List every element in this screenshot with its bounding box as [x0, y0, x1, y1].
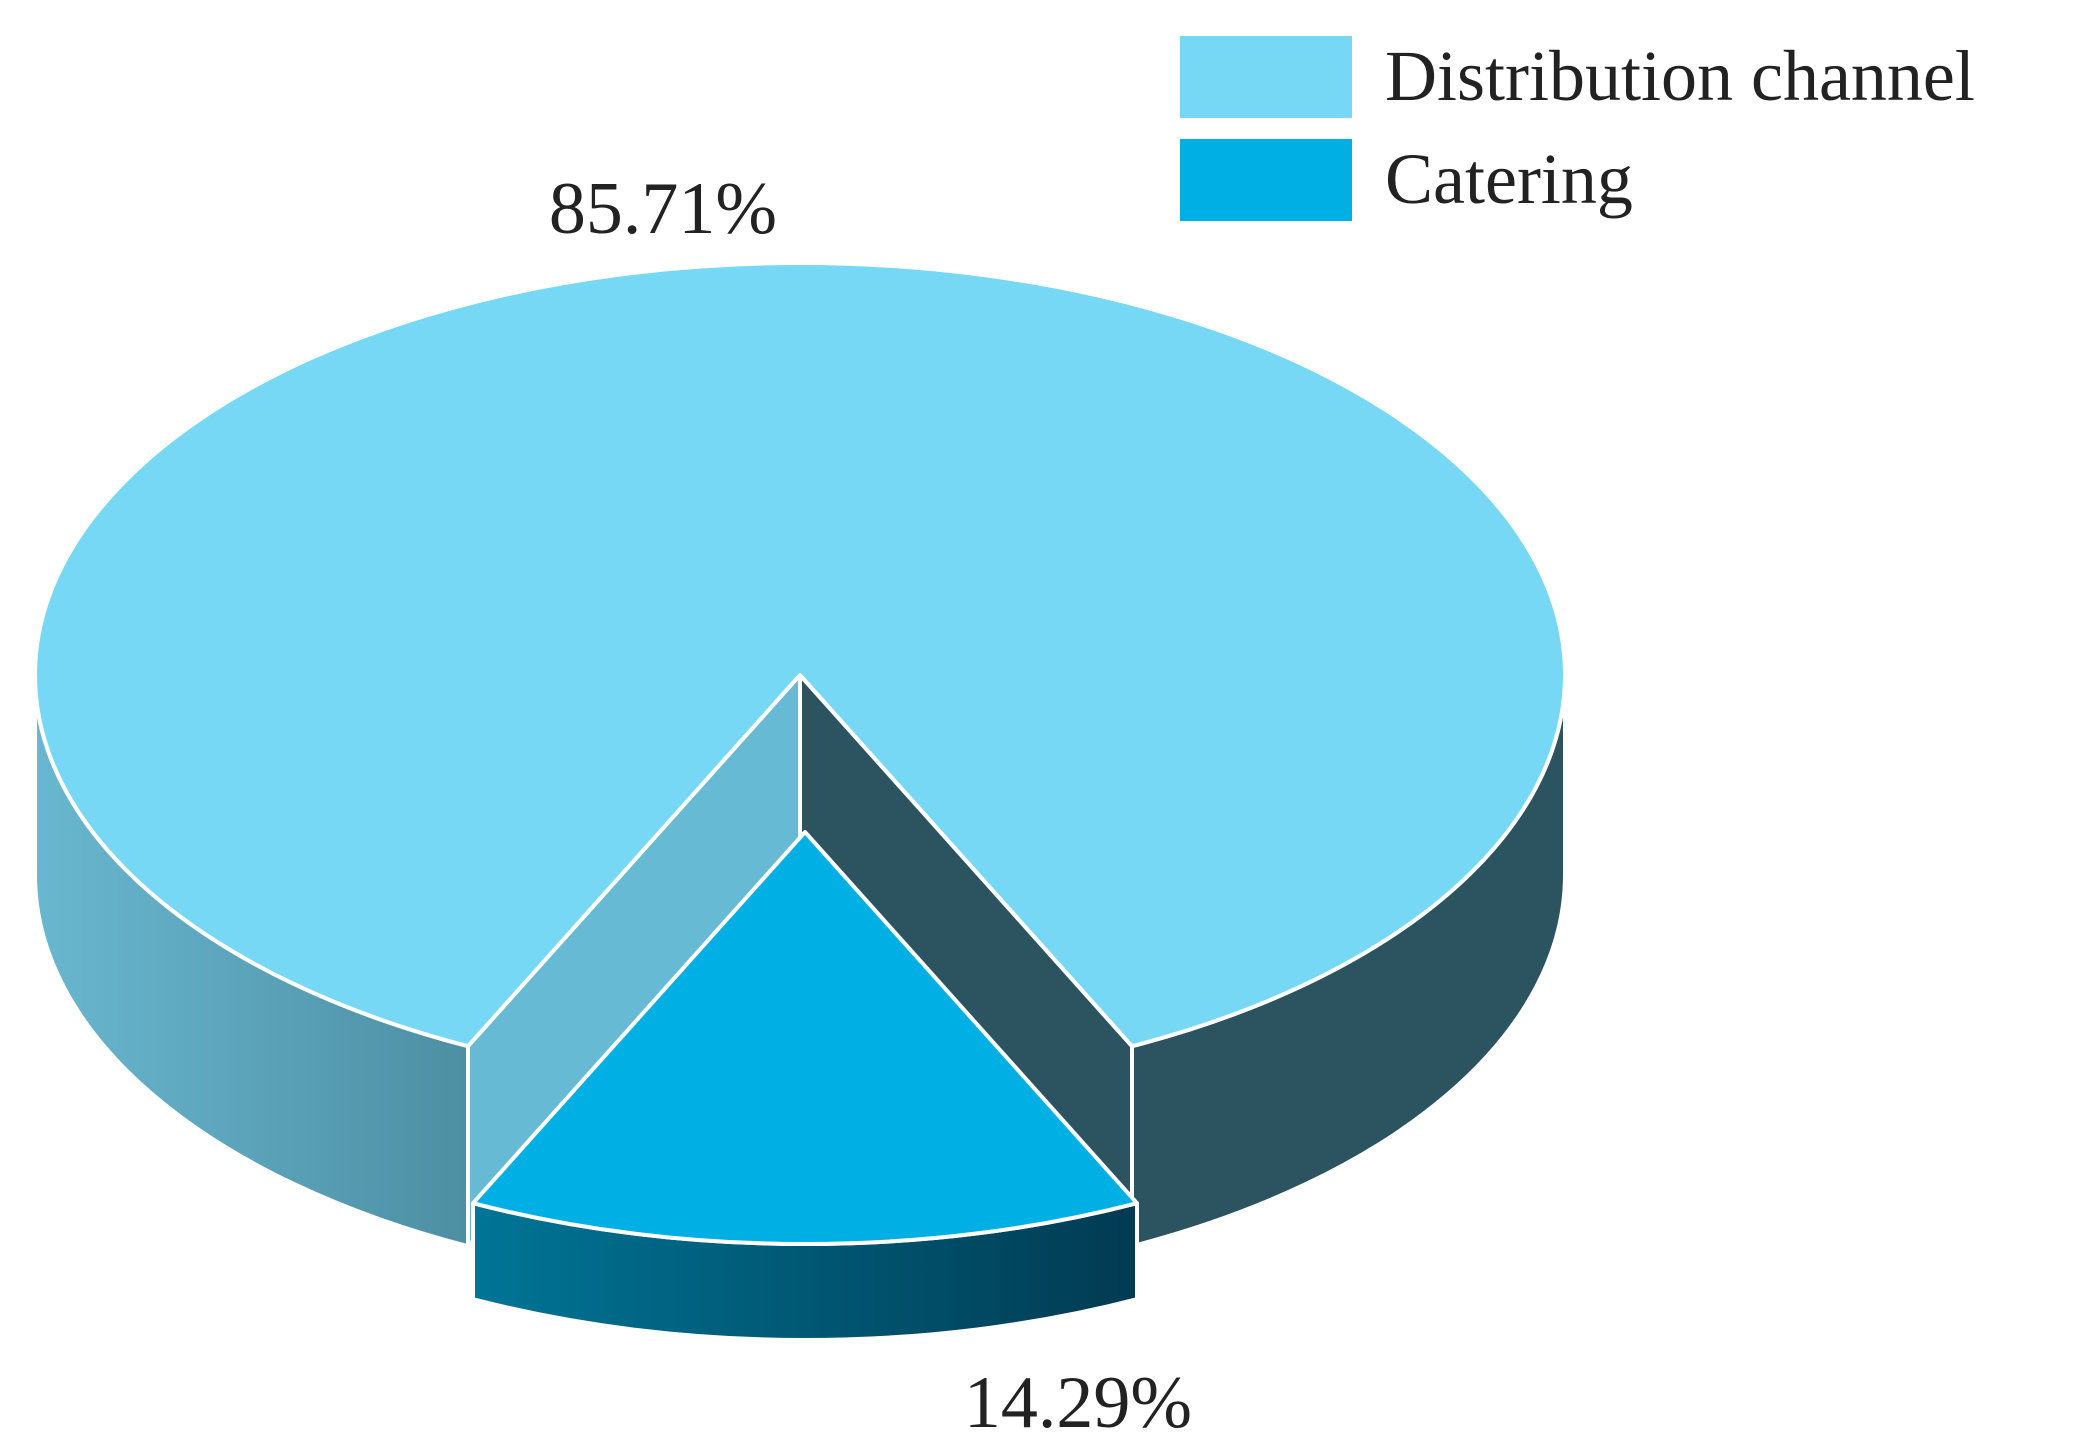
pie-slices [33, 261, 1567, 1343]
slice-distribution-channel [33, 261, 1567, 1049]
legend-swatch [1180, 36, 1352, 118]
data-label-catering: 14.29% [964, 1362, 1192, 1444]
legend-swatch [1180, 139, 1352, 221]
data-label-distribution-channel: 85.71% [549, 168, 777, 250]
slice-catering [471, 830, 1139, 1247]
data-labels: 85.71% 14.29% [549, 168, 1192, 1444]
legend-label: Distribution channel [1385, 36, 1975, 116]
legend-label: Catering [1385, 139, 1633, 219]
legend: Distribution channel Catering [1180, 36, 1975, 221]
